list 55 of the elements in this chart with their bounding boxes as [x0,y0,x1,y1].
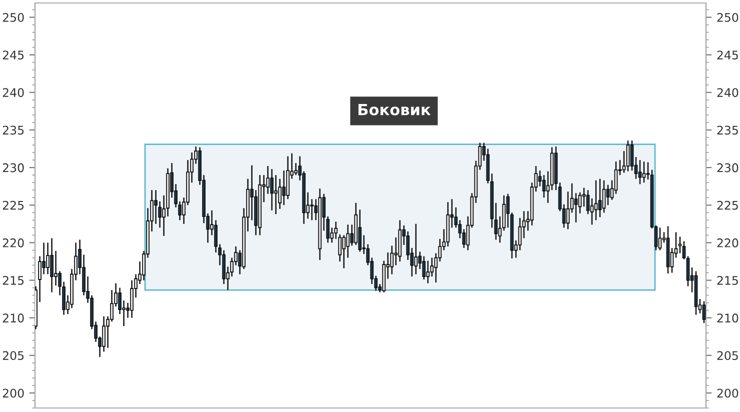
y-tick-label: 225 [2,200,24,210]
candlestick [678,236,682,254]
candlestick [590,198,594,226]
y-tick-label: 245 [2,50,24,60]
y2-tick-label: 225 [717,200,738,210]
candlestick [426,260,430,284]
candlestick [342,234,346,269]
y-tick-label: 240 [2,88,24,98]
y-tick-label: 250 [2,13,24,22]
y2-tick-label: 240 [717,88,738,98]
y2-tick-label: 200 [717,388,738,398]
candlestick [414,223,418,275]
candlestick [658,227,662,251]
y2-tick-label: 245 [717,50,738,60]
candlestick [46,242,50,275]
candlestick [422,256,426,280]
y2-tick-label: 235 [717,126,738,135]
candlestick [582,187,586,208]
y-tick-label: 205 [2,351,24,360]
y-tick-label: 210 [2,314,24,322]
candlestick [494,202,498,240]
candlestick [638,159,642,185]
y2-tick-label: 220 [717,238,738,248]
y2-tick-label: 215 [717,276,738,285]
candlestick [586,189,590,215]
y-tick-label: 230 [2,163,24,172]
band-label: Боковик [358,104,431,116]
y2-tick-label: 210 [717,314,738,322]
candlestick [270,168,274,212]
candlestick [606,184,610,206]
candlestick [498,216,502,244]
candlestick [282,170,286,206]
candlestick [274,174,278,215]
candlestick [630,140,634,172]
y-tick-label: 220 [2,238,24,248]
candlestick [50,238,54,293]
y2-tick-label: 230 [717,163,738,172]
candlestick [506,193,510,228]
candlestick [390,245,394,275]
y-tick-label: 235 [2,126,24,135]
candlestick [518,217,522,251]
candlestick [642,160,646,184]
candlestick [594,180,598,221]
candlestick [154,189,158,225]
candlestick [598,178,602,218]
candlestick [54,250,58,286]
y2-tick-label: 205 [717,351,738,360]
y-tick-label: 215 [2,276,24,285]
y-tick-label: 200 [2,388,24,398]
candlestick [626,140,630,172]
candlestick [542,174,546,198]
candlestick [574,192,578,224]
candlestick [702,300,706,324]
y2-tick-label: 250 [717,13,738,22]
candlestick [310,198,314,221]
